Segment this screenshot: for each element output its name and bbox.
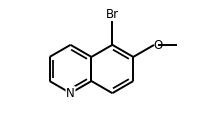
Text: N: N <box>66 87 75 100</box>
Text: O: O <box>154 39 163 52</box>
Text: Br: Br <box>106 8 119 21</box>
